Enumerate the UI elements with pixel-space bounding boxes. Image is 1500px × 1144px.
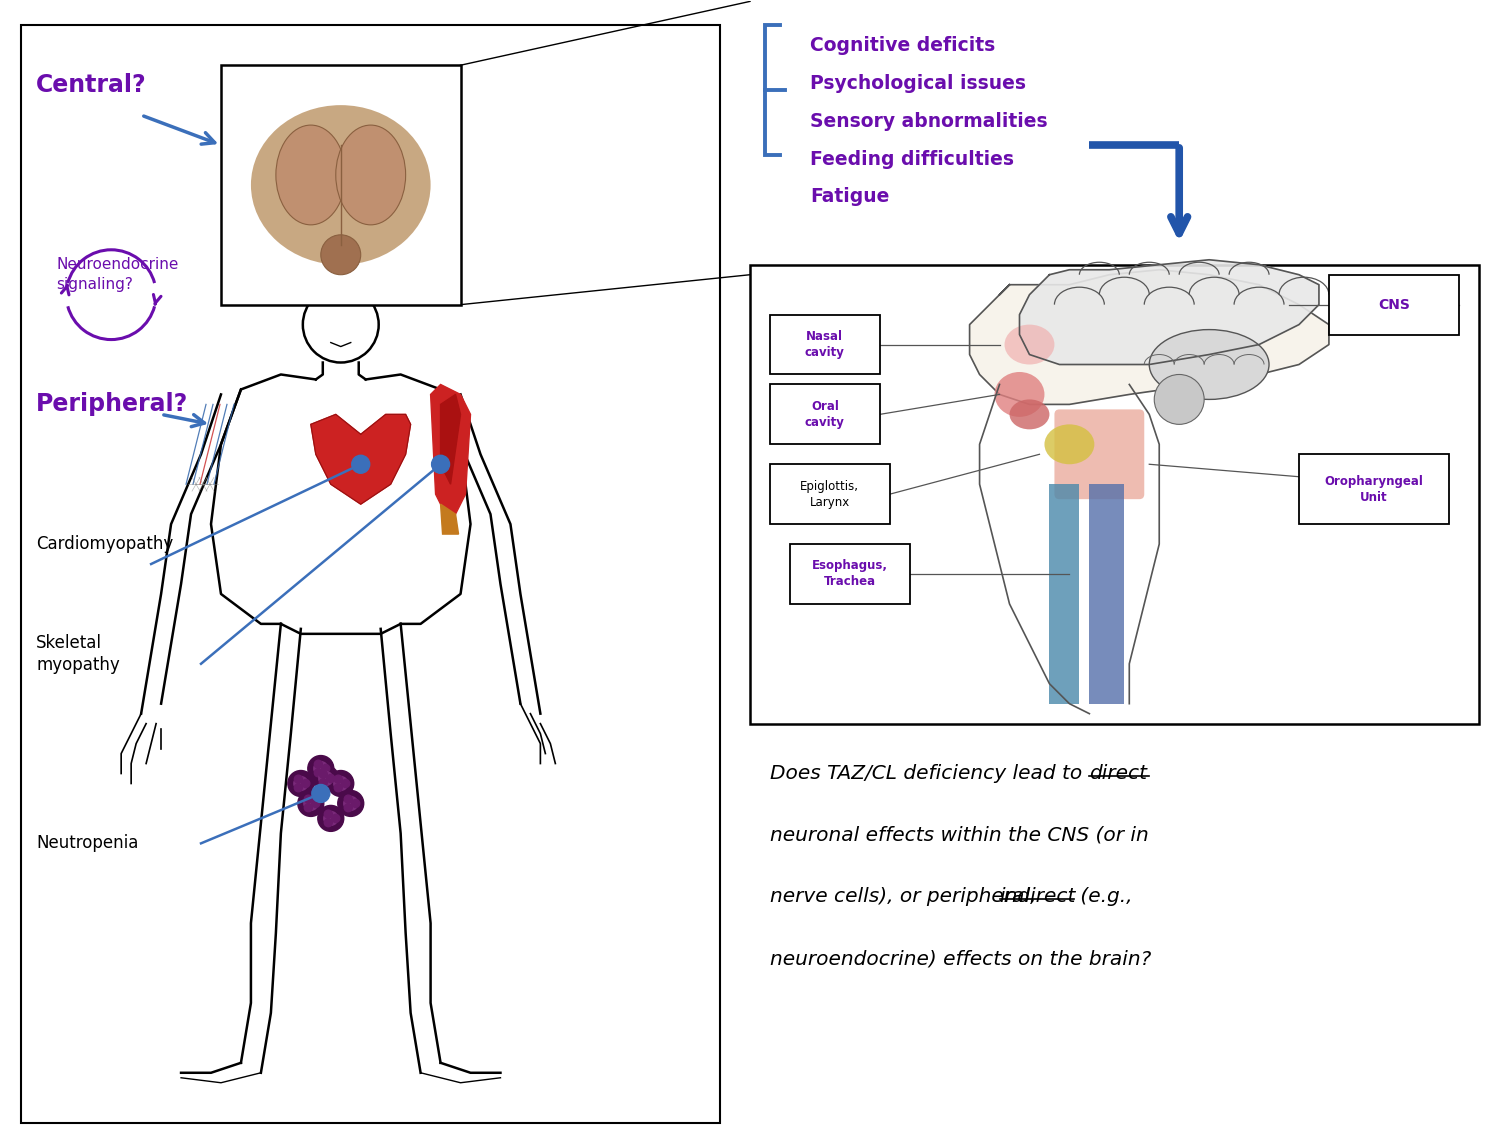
Ellipse shape	[994, 372, 1044, 416]
Text: (e.g.,: (e.g.,	[1074, 888, 1132, 906]
Circle shape	[298, 791, 324, 817]
Polygon shape	[310, 414, 411, 505]
Circle shape	[304, 795, 312, 803]
Bar	[770, 315, 880, 374]
Text: Oral
cavity: Oral cavity	[806, 400, 844, 429]
Circle shape	[327, 774, 334, 782]
Circle shape	[288, 771, 314, 796]
Circle shape	[344, 796, 357, 810]
Circle shape	[312, 800, 320, 808]
Circle shape	[334, 776, 342, 784]
Ellipse shape	[321, 235, 360, 275]
Bar	[220, 65, 460, 304]
Text: Sensory abnormalities: Sensory abnormalities	[810, 112, 1047, 130]
Circle shape	[314, 762, 328, 776]
Ellipse shape	[336, 125, 405, 225]
Circle shape	[294, 777, 307, 791]
Text: Psychological issues: Psychological issues	[810, 73, 1026, 93]
Circle shape	[315, 769, 322, 777]
Polygon shape	[441, 395, 460, 484]
Circle shape	[318, 805, 344, 832]
Circle shape	[324, 811, 338, 825]
Text: Neutropenia: Neutropenia	[36, 834, 138, 852]
Bar	[790, 545, 909, 604]
Bar	[770, 464, 890, 524]
Text: CNS: CNS	[1378, 297, 1410, 311]
Bar	[1050, 484, 1080, 704]
Circle shape	[302, 779, 310, 787]
Circle shape	[312, 785, 330, 802]
Circle shape	[338, 791, 363, 817]
Text: neuronal effects within the CNS (or in: neuronal effects within the CNS (or in	[770, 825, 1149, 844]
Circle shape	[294, 776, 303, 784]
FancyBboxPatch shape	[1054, 410, 1144, 499]
Circle shape	[328, 771, 354, 796]
Bar	[21, 25, 720, 1122]
Text: Peripheral?: Peripheral?	[36, 392, 189, 416]
Text: Cardiomyopathy: Cardiomyopathy	[36, 535, 174, 553]
Text: Skeletal
myopathy: Skeletal myopathy	[36, 634, 120, 674]
Circle shape	[342, 779, 350, 787]
Polygon shape	[441, 505, 459, 534]
Polygon shape	[969, 270, 1329, 405]
Text: Feeding difficulties: Feeding difficulties	[810, 150, 1014, 168]
Circle shape	[294, 784, 303, 792]
Text: Does TAZ/CL deficiency lead to: Does TAZ/CL deficiency lead to	[770, 763, 1089, 782]
Text: Oropharyngeal
Unit: Oropharyngeal Unit	[1324, 475, 1424, 503]
Ellipse shape	[1044, 424, 1095, 464]
Ellipse shape	[276, 125, 345, 225]
Circle shape	[315, 761, 322, 768]
Bar	[1089, 484, 1125, 704]
Polygon shape	[430, 384, 471, 524]
Polygon shape	[1020, 260, 1318, 365]
Text: Epiglottis,
Larynx: Epiglottis, Larynx	[801, 479, 859, 509]
Circle shape	[324, 810, 333, 818]
Text: indirect: indirect	[999, 888, 1076, 906]
Circle shape	[332, 815, 340, 823]
Bar	[1329, 275, 1458, 334]
Circle shape	[320, 779, 327, 787]
Text: Esophagus,
Trachea: Esophagus, Trachea	[812, 559, 888, 588]
Text: direct: direct	[1089, 763, 1148, 782]
Ellipse shape	[1149, 329, 1269, 399]
Circle shape	[351, 455, 369, 474]
Circle shape	[345, 795, 352, 803]
Circle shape	[308, 755, 334, 781]
Ellipse shape	[1005, 325, 1054, 365]
Circle shape	[314, 765, 339, 792]
Circle shape	[304, 804, 312, 812]
Text: Central?: Central?	[36, 73, 147, 97]
Circle shape	[304, 796, 318, 810]
Circle shape	[432, 455, 450, 474]
Circle shape	[324, 819, 333, 827]
Ellipse shape	[1010, 399, 1050, 429]
Circle shape	[334, 777, 348, 791]
Circle shape	[320, 771, 333, 786]
Text: Cognitive deficits: Cognitive deficits	[810, 35, 994, 55]
Circle shape	[322, 764, 330, 772]
Text: Neuroendocrine
signaling?: Neuroendocrine signaling?	[57, 257, 178, 292]
Text: Nasal
cavity: Nasal cavity	[806, 331, 844, 359]
Circle shape	[334, 784, 342, 792]
Bar	[750, 264, 1479, 724]
Circle shape	[351, 800, 360, 808]
Bar	[1299, 454, 1449, 524]
Bar	[770, 384, 880, 444]
Ellipse shape	[251, 105, 430, 264]
Text: neuroendocrine) effects on the brain?: neuroendocrine) effects on the brain?	[770, 950, 1150, 968]
Circle shape	[320, 770, 327, 778]
Ellipse shape	[1155, 374, 1204, 424]
Circle shape	[345, 804, 352, 812]
Text: Fatigue: Fatigue	[810, 188, 889, 206]
Text: nerve cells), or peripheral,: nerve cells), or peripheral,	[770, 888, 1042, 906]
